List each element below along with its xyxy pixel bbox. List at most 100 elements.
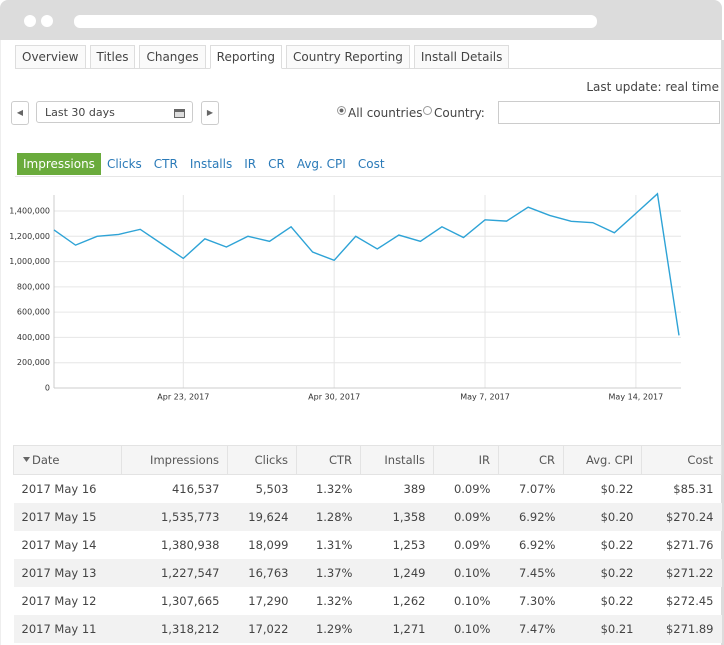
column-title: IR bbox=[478, 453, 490, 467]
y-tick-label: 1,000,000 bbox=[9, 257, 50, 266]
table-cell: $270.24 bbox=[641, 503, 722, 531]
table-cell: 1.32% bbox=[315, 594, 353, 608]
table-cell: 1,271 bbox=[360, 615, 434, 643]
metric-tab[interactable]: CTR bbox=[153, 157, 178, 171]
table-cell: 0.09% bbox=[453, 482, 491, 496]
table-row: 2017 May 11 1,318,212 17,022 1.29% 1,271 0.10… bbox=[13, 615, 722, 643]
column-header[interactable]: Cost bbox=[641, 445, 722, 475]
metric-tabs: Impressions Clicks CTR Installs IR CR Avg. CPI… bbox=[17, 153, 391, 175]
table-cell: $271.89 bbox=[641, 615, 722, 643]
table-cell: $0.21 bbox=[563, 615, 642, 643]
table-cell: $0.22 bbox=[600, 482, 634, 496]
next-button[interactable]: ▶ bbox=[201, 101, 219, 125]
tab[interactable]: Country Reporting bbox=[286, 45, 410, 69]
table-cell: 6.92% bbox=[498, 503, 564, 531]
chart: 0 200,000 400,000 600,000 800,000 1,000,000 1,… bbox=[9, 192, 681, 402]
column-title: Avg. CPI bbox=[586, 453, 633, 467]
table-cell: 6.92% bbox=[518, 538, 556, 552]
column-header[interactable]: Clicks bbox=[227, 445, 297, 475]
table-cell: 1,253 bbox=[392, 538, 426, 552]
content: Overview Titles Changes Reporting Country Re… bbox=[0, 40, 724, 645]
table-cell: 18,099 bbox=[248, 538, 289, 552]
metric-tab[interactable]: IR bbox=[244, 157, 257, 171]
tab[interactable]: Overview bbox=[15, 45, 86, 69]
table-cell: 0.10% bbox=[453, 594, 491, 608]
table-cell: 1,249 bbox=[360, 559, 434, 587]
table-cell: 1,535,773 bbox=[121, 503, 228, 531]
metric-line bbox=[15, 176, 721, 177]
table-cell: 1,318,212 bbox=[121, 615, 228, 643]
radio-label: Country: bbox=[434, 106, 485, 120]
country-input[interactable] bbox=[498, 101, 720, 124]
table-cell: $272.45 bbox=[665, 594, 714, 608]
metric-tab[interactable]: Cost bbox=[357, 157, 385, 171]
table-cell: 7.45% bbox=[498, 559, 564, 587]
table-row: 2017 May 15 1,535,773 19,624 1.28% 1,358 0.09… bbox=[13, 503, 722, 531]
metric-tab[interactable]: CR bbox=[268, 157, 285, 171]
column-header[interactable]: CR bbox=[498, 445, 564, 475]
metric-tab[interactable]: Impressions bbox=[17, 153, 101, 175]
y-tick-label: 0 bbox=[45, 384, 50, 393]
sort-icon bbox=[23, 457, 30, 462]
tab[interactable]: Reporting bbox=[209, 45, 283, 69]
table-cell: 389 bbox=[403, 482, 426, 496]
column-header[interactable]: Installs bbox=[360, 445, 434, 475]
column-header[interactable]: CTR bbox=[296, 445, 361, 475]
series-line bbox=[53, 192, 680, 336]
y-tick-label: 1,200,000 bbox=[9, 232, 50, 241]
column-header[interactable]: IR bbox=[433, 445, 499, 475]
table-row: 2017 May 14 1,380,938 18,099 1.31% 1,253 0.09… bbox=[14, 531, 722, 559]
y-tick-label: 600,000 bbox=[17, 308, 50, 317]
metric-tab[interactable]: Avg. CPI bbox=[296, 157, 346, 171]
table-cell: 0.10% bbox=[433, 615, 499, 643]
column-header[interactable]: Date bbox=[13, 445, 122, 475]
column-header[interactable]: Impressions bbox=[121, 445, 228, 475]
radio-all[interactable] bbox=[337, 106, 346, 115]
x-tick-label: Apr 23, 2017 bbox=[157, 393, 209, 402]
table-cell: 5,503 bbox=[255, 482, 289, 496]
table-cell: $271.22 bbox=[641, 559, 722, 587]
prev-button[interactable]: ◀ bbox=[11, 101, 29, 125]
table-cell: 7.47% bbox=[498, 615, 564, 643]
metric-tab[interactable]: Installs bbox=[189, 157, 233, 171]
y-tick-label: 1,400,000 bbox=[9, 207, 50, 216]
table-cell: 1,358 bbox=[360, 503, 434, 531]
y-tick-label: 200,000 bbox=[17, 358, 50, 367]
x-tick-label: May 7, 2017 bbox=[460, 393, 510, 402]
table-cell: 416,537 bbox=[171, 482, 220, 496]
table-cell: 17,022 bbox=[227, 615, 297, 643]
y-tick-label: 800,000 bbox=[17, 282, 50, 291]
radio-country[interactable] bbox=[423, 106, 432, 115]
table-cell: 7.30% bbox=[518, 594, 556, 608]
metric-tab[interactable]: Clicks bbox=[106, 157, 142, 171]
table-cell: 1,262 bbox=[392, 594, 426, 608]
radio-label: All countries bbox=[348, 106, 423, 120]
tab[interactable]: Titles bbox=[89, 45, 136, 69]
column-title: Impressions bbox=[150, 453, 219, 467]
table-cell: $0.20 bbox=[563, 503, 642, 531]
date-range-text: Last 30 days bbox=[45, 106, 115, 119]
date-range[interactable]: Last 30 days bbox=[36, 101, 193, 123]
table-cell: 7.07% bbox=[518, 482, 556, 496]
tab[interactable]: Changes bbox=[139, 45, 206, 69]
table-cell: 0.09% bbox=[433, 503, 499, 531]
column-title: Installs bbox=[384, 453, 425, 467]
y-tick-label: 400,000 bbox=[17, 333, 50, 342]
address-bar bbox=[74, 15, 597, 28]
table-cell: 1.37% bbox=[296, 559, 361, 587]
last-update: Last update: real time bbox=[586, 80, 719, 94]
table-cell: 2017 May 12 bbox=[21, 594, 97, 608]
table-cell: 17,290 bbox=[248, 594, 289, 608]
table-cell: 1,227,547 bbox=[121, 559, 228, 587]
column-header[interactable]: Avg. CPI bbox=[563, 445, 642, 475]
table-cell: $0.22 bbox=[600, 594, 634, 608]
table-cell: 2017 May 11 bbox=[13, 615, 122, 643]
table-cell: 1.31% bbox=[315, 538, 353, 552]
x-tick-label: Apr 30, 2017 bbox=[308, 393, 360, 402]
table-cell: 1.32% bbox=[315, 482, 353, 496]
table-cell: 1.29% bbox=[296, 615, 361, 643]
table-cell: 1.28% bbox=[296, 503, 361, 531]
tab[interactable]: Install Details bbox=[413, 45, 510, 69]
table-cell: 1,307,665 bbox=[160, 594, 220, 608]
